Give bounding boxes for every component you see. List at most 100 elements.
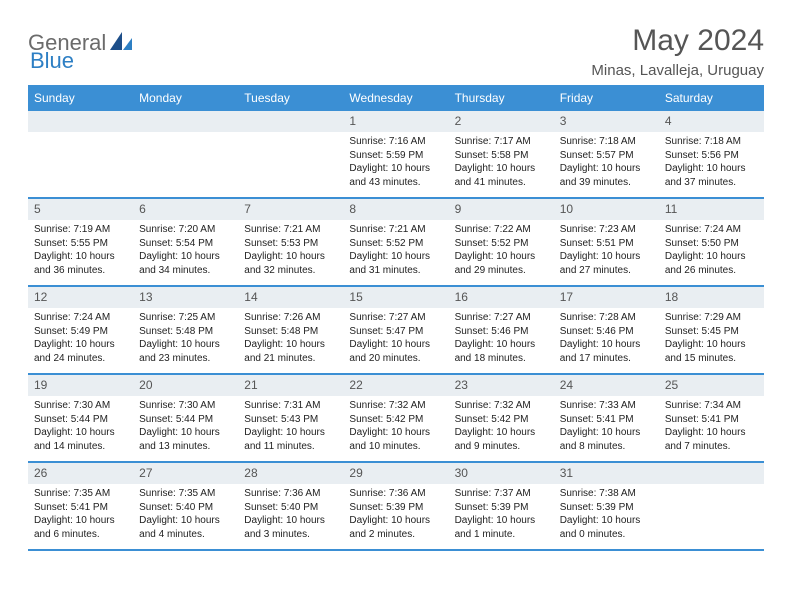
header: General May 2024 Minas, Lavalleja, Urugu… xyxy=(28,24,764,79)
sunrise-text: Sunrise: 7:23 AM xyxy=(560,223,653,237)
day-body: Sunrise: 7:21 AMSunset: 5:53 PMDaylight:… xyxy=(238,223,343,281)
day-body: Sunrise: 7:32 AMSunset: 5:42 PMDaylight:… xyxy=(449,399,554,457)
logo-blue-text-wrap: Blue xyxy=(30,48,74,74)
sunrise-text: Sunrise: 7:20 AM xyxy=(139,223,232,237)
sunset-text: Sunset: 5:42 PM xyxy=(455,413,548,427)
day-number: 27 xyxy=(133,463,238,484)
daylight-text: Daylight: 10 hours and 32 minutes. xyxy=(244,250,337,277)
sunrise-text: Sunrise: 7:27 AM xyxy=(349,311,442,325)
day-cell: 11 Sunrise: 7:24 AMSunset: 5:50 PMDayligh… xyxy=(659,199,764,285)
daylight-text: Daylight: 10 hours and 43 minutes. xyxy=(349,162,442,189)
sunrise-text: Sunrise: 7:37 AM xyxy=(455,487,548,501)
weekday-header: Saturday xyxy=(659,85,764,111)
sunrise-text: Sunrise: 7:29 AM xyxy=(665,311,758,325)
day-cell: 21Sunrise: 7:31 AMSunset: 5:43 PMDayligh… xyxy=(238,375,343,461)
day-body: Sunrise: 7:38 AMSunset: 5:39 PMDaylight:… xyxy=(554,487,659,545)
day-number: 10 xyxy=(554,199,659,220)
daylight-text: Daylight: 10 hours and 2 minutes. xyxy=(349,514,442,541)
sunset-text: Sunset: 5:52 PM xyxy=(349,237,442,251)
day-number: 25 xyxy=(659,375,764,396)
sunrise-text: Sunrise: 7:17 AM xyxy=(455,135,548,149)
day-cell xyxy=(659,463,764,549)
weekday-header: Tuesday xyxy=(238,85,343,111)
day-body: Sunrise: 7:30 AMSunset: 5:44 PMDaylight:… xyxy=(28,399,133,457)
day-number: 7 xyxy=(238,199,343,220)
sunrise-text: Sunrise: 7:24 AM xyxy=(665,223,758,237)
day-cell: 12Sunrise: 7:24 AMSunset: 5:49 PMDayligh… xyxy=(28,287,133,373)
sunset-text: Sunset: 5:55 PM xyxy=(34,237,127,251)
daylight-text: Daylight: 10 hours and 7 minutes. xyxy=(665,426,758,453)
day-body: Sunrise: 7:35 AMSunset: 5:41 PMDaylight:… xyxy=(28,487,133,545)
sunset-text: Sunset: 5:45 PM xyxy=(665,325,758,339)
day-cell: 28 Sunrise: 7:36 AMSunset: 5:40 PMDayligh… xyxy=(238,463,343,549)
day-cell: 31 Sunrise: 7:38 AMSunset: 5:39 PMDayligh… xyxy=(554,463,659,549)
weekday-header-row: Sunday Monday Tuesday Wednesday Thursday… xyxy=(28,85,764,111)
daylight-text: Daylight: 10 hours and 24 minutes. xyxy=(34,338,127,365)
sunset-text: Sunset: 5:54 PM xyxy=(139,237,232,251)
day-number: 6 xyxy=(133,199,238,220)
sunrise-text: Sunrise: 7:36 AM xyxy=(349,487,442,501)
day-body: Sunrise: 7:32 AMSunset: 5:42 PMDaylight:… xyxy=(343,399,448,457)
sunset-text: Sunset: 5:46 PM xyxy=(560,325,653,339)
sunrise-text: Sunrise: 7:34 AM xyxy=(665,399,758,413)
sunset-text: Sunset: 5:48 PM xyxy=(139,325,232,339)
day-number xyxy=(28,111,133,132)
day-number: 16 xyxy=(449,287,554,308)
daylight-text: Daylight: 10 hours and 36 minutes. xyxy=(34,250,127,277)
day-number: 12 xyxy=(28,287,133,308)
sunrise-text: Sunrise: 7:19 AM xyxy=(34,223,127,237)
sunrise-text: Sunrise: 7:27 AM xyxy=(455,311,548,325)
day-body: Sunrise: 7:28 AMSunset: 5:46 PMDaylight:… xyxy=(554,311,659,369)
day-number xyxy=(133,111,238,132)
daylight-text: Daylight: 10 hours and 6 minutes. xyxy=(34,514,127,541)
logo-sail-icon xyxy=(110,32,132,55)
day-body: Sunrise: 7:36 AMSunset: 5:40 PMDaylight:… xyxy=(238,487,343,545)
daylight-text: Daylight: 10 hours and 41 minutes. xyxy=(455,162,548,189)
day-number: 30 xyxy=(449,463,554,484)
sunrise-text: Sunrise: 7:21 AM xyxy=(349,223,442,237)
weekday-header: Wednesday xyxy=(343,85,448,111)
sunset-text: Sunset: 5:44 PM xyxy=(34,413,127,427)
sunrise-text: Sunrise: 7:22 AM xyxy=(455,223,548,237)
sunset-text: Sunset: 5:57 PM xyxy=(560,149,653,163)
logo-text-blue: Blue xyxy=(30,48,74,73)
day-number: 15 xyxy=(343,287,448,308)
day-cell: 23Sunrise: 7:32 AMSunset: 5:42 PMDayligh… xyxy=(449,375,554,461)
day-cell: 14 Sunrise: 7:26 AMSunset: 5:48 PMDayligh… xyxy=(238,287,343,373)
day-body: Sunrise: 7:19 AMSunset: 5:55 PMDaylight:… xyxy=(28,223,133,281)
sunrise-text: Sunrise: 7:36 AM xyxy=(244,487,337,501)
day-body: Sunrise: 7:22 AMSunset: 5:52 PMDaylight:… xyxy=(449,223,554,281)
sunrise-text: Sunrise: 7:30 AM xyxy=(34,399,127,413)
sunrise-text: Sunrise: 7:33 AM xyxy=(560,399,653,413)
day-body: Sunrise: 7:18 AMSunset: 5:56 PMDaylight:… xyxy=(659,135,764,193)
day-body: Sunrise: 7:17 AMSunset: 5:58 PMDaylight:… xyxy=(449,135,554,193)
week-row: 12Sunrise: 7:24 AMSunset: 5:49 PMDayligh… xyxy=(28,287,764,375)
day-cell: 26 Sunrise: 7:35 AMSunset: 5:41 PMDayligh… xyxy=(28,463,133,549)
day-number: 14 xyxy=(238,287,343,308)
daylight-text: Daylight: 10 hours and 4 minutes. xyxy=(139,514,232,541)
sunrise-text: Sunrise: 7:18 AM xyxy=(560,135,653,149)
sunset-text: Sunset: 5:58 PM xyxy=(455,149,548,163)
day-number: 11 xyxy=(659,199,764,220)
sunrise-text: Sunrise: 7:28 AM xyxy=(560,311,653,325)
sunset-text: Sunset: 5:44 PM xyxy=(139,413,232,427)
day-number: 28 xyxy=(238,463,343,484)
sunset-text: Sunset: 5:39 PM xyxy=(560,501,653,515)
day-number: 26 xyxy=(28,463,133,484)
day-number: 13 xyxy=(133,287,238,308)
sunrise-text: Sunrise: 7:18 AM xyxy=(665,135,758,149)
day-body: Sunrise: 7:26 AMSunset: 5:48 PMDaylight:… xyxy=(238,311,343,369)
day-body: Sunrise: 7:35 AMSunset: 5:40 PMDaylight:… xyxy=(133,487,238,545)
title-block: May 2024 Minas, Lavalleja, Uruguay xyxy=(591,24,764,79)
day-body: Sunrise: 7:23 AMSunset: 5:51 PMDaylight:… xyxy=(554,223,659,281)
daylight-text: Daylight: 10 hours and 26 minutes. xyxy=(665,250,758,277)
day-cell: 3Sunrise: 7:18 AMSunset: 5:57 PMDaylight… xyxy=(554,111,659,197)
weekday-header: Monday xyxy=(133,85,238,111)
sunrise-text: Sunrise: 7:16 AM xyxy=(349,135,442,149)
sunset-text: Sunset: 5:40 PM xyxy=(244,501,337,515)
day-cell xyxy=(238,111,343,197)
daylight-text: Daylight: 10 hours and 21 minutes. xyxy=(244,338,337,365)
day-body: Sunrise: 7:24 AMSunset: 5:50 PMDaylight:… xyxy=(659,223,764,281)
sunset-text: Sunset: 5:41 PM xyxy=(665,413,758,427)
day-number: 31 xyxy=(554,463,659,484)
